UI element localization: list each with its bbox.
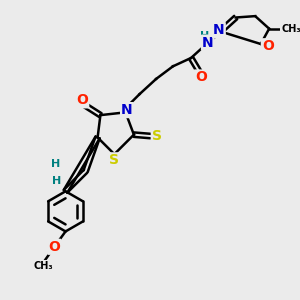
Text: S: S: [110, 153, 119, 167]
Text: O: O: [262, 39, 274, 53]
Text: N: N: [202, 36, 214, 50]
Text: S: S: [152, 129, 162, 143]
Text: O: O: [195, 70, 207, 85]
Text: CH₃: CH₃: [33, 261, 53, 271]
Text: H: H: [200, 31, 210, 41]
Text: H: H: [51, 159, 60, 170]
Text: N: N: [121, 103, 133, 117]
Text: CH₃: CH₃: [282, 24, 300, 34]
Text: N: N: [213, 23, 225, 37]
Text: O: O: [48, 240, 60, 254]
Text: O: O: [76, 93, 88, 107]
Text: H: H: [52, 176, 61, 186]
